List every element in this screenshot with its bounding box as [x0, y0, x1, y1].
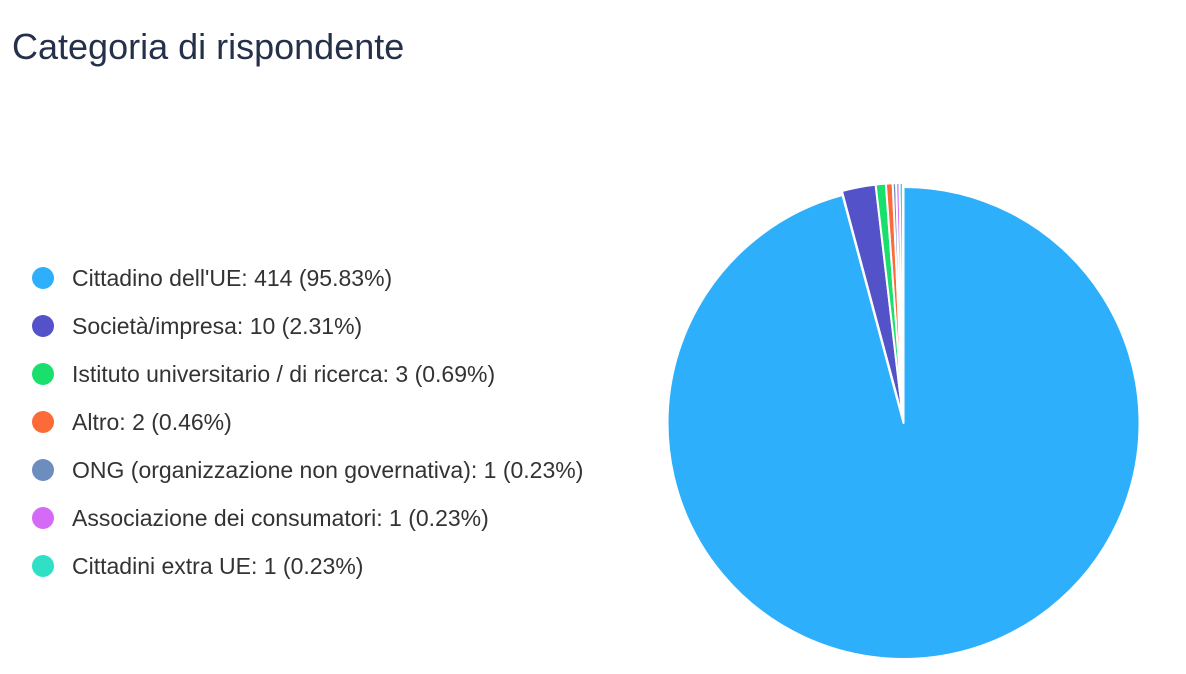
- legend-item-cittadini-extra-ue[interactable]: Cittadini extra UE: 1 (0.23%): [32, 542, 583, 590]
- chart-title: Categoria di rispondente: [12, 26, 405, 67]
- legend-label: Associazione dei consumatori: 1 (0.23%): [72, 504, 489, 531]
- legend-item-istituto-universitario[interactable]: Istituto universitario / di ricerca: 3 (…: [32, 350, 583, 398]
- legend-label: Istituto universitario / di ricerca: 3 (…: [72, 360, 496, 387]
- legend-item-ong[interactable]: ONG (organizzazione non governativa): 1 …: [32, 446, 583, 494]
- legend-label: Cittadini extra UE: 1 (0.23%): [72, 552, 364, 579]
- legend-swatch: [32, 507, 54, 529]
- pie-slice-7[interactable]: [898, 182, 904, 420]
- chart-legend: Cittadino dell'UE: 414 (95.83%) Società/…: [32, 254, 583, 590]
- legend-item-societa-impresa[interactable]: Società/impresa: 10 (2.31%): [32, 302, 583, 350]
- legend-swatch: [32, 267, 54, 289]
- legend-swatch: [32, 315, 54, 337]
- legend-item-associazione-consumatori[interactable]: Associazione dei consumatori: 1 (0.23%): [32, 494, 583, 542]
- legend-label: ONG (organizzazione non governativa): 1 …: [72, 456, 584, 483]
- legend-swatch: [32, 411, 54, 433]
- legend-item-altro[interactable]: Altro: 2 (0.46%): [32, 398, 583, 446]
- legend-swatch: [32, 555, 54, 577]
- legend-swatch: [32, 363, 54, 385]
- pie-slice-1[interactable]: [666, 185, 1141, 660]
- legend-item-cittadino-ue[interactable]: Cittadino dell'UE: 414 (95.83%): [32, 254, 583, 302]
- legend-label: Società/impresa: 10 (2.31%): [72, 312, 363, 339]
- legend-label: Cittadino dell'UE: 414 (95.83%): [72, 264, 393, 291]
- legend-swatch: [32, 459, 54, 481]
- legend-label: Altro: 2 (0.46%): [72, 408, 232, 435]
- pie-chart: [666, 182, 1141, 660]
